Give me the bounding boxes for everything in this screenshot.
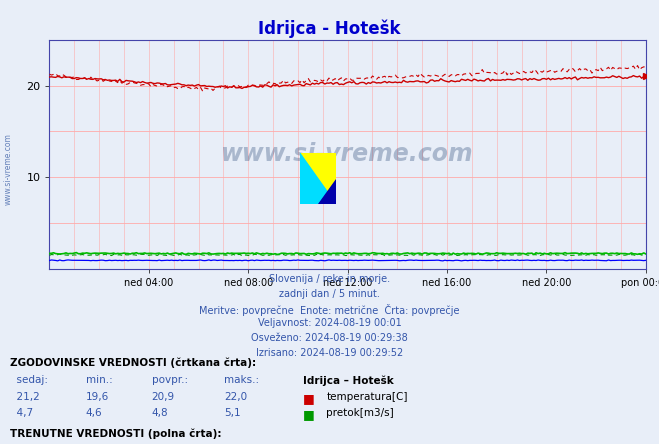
Text: 19,6: 19,6 (86, 392, 109, 402)
Text: www.si-vreme.com: www.si-vreme.com (4, 133, 13, 205)
Text: sedaj:: sedaj: (10, 375, 48, 385)
Text: ■: ■ (303, 392, 315, 405)
Text: 4,8: 4,8 (152, 408, 168, 418)
Polygon shape (300, 153, 336, 204)
Text: Osveženo: 2024-08-19 00:29:38: Osveženo: 2024-08-19 00:29:38 (251, 333, 408, 343)
Text: ZGODOVINSKE VREDNOSTI (črtkana črta):: ZGODOVINSKE VREDNOSTI (črtkana črta): (10, 357, 256, 368)
Text: Idrijca - Hotešk: Idrijca - Hotešk (258, 20, 401, 39)
Text: maks.:: maks.: (224, 375, 259, 385)
Text: Slovenija / reke in morje.: Slovenija / reke in morje. (269, 274, 390, 285)
Text: povpr.:: povpr.: (152, 375, 188, 385)
Text: Veljavnost: 2024-08-19 00:01: Veljavnost: 2024-08-19 00:01 (258, 318, 401, 329)
Text: min.:: min.: (86, 375, 113, 385)
Text: 4,6: 4,6 (86, 408, 102, 418)
Text: Izrisano: 2024-08-19 00:29:52: Izrisano: 2024-08-19 00:29:52 (256, 348, 403, 358)
Text: Meritve: povprečne  Enote: metrične  Črta: povprečje: Meritve: povprečne Enote: metrične Črta:… (199, 304, 460, 316)
Text: 21,2: 21,2 (10, 392, 40, 402)
Text: pretok[m3/s]: pretok[m3/s] (326, 408, 394, 418)
Text: www.si-vreme.com: www.si-vreme.com (221, 142, 474, 166)
Text: temperatura[C]: temperatura[C] (326, 392, 408, 402)
Text: 20,9: 20,9 (152, 392, 175, 402)
Polygon shape (300, 153, 336, 204)
Text: ■: ■ (303, 408, 315, 421)
Text: Idrijca – Hotešk: Idrijca – Hotešk (303, 375, 394, 386)
Text: zadnji dan / 5 minut.: zadnji dan / 5 minut. (279, 289, 380, 299)
Text: 4,7: 4,7 (10, 408, 33, 418)
Text: 5,1: 5,1 (224, 408, 241, 418)
Text: TRENUTNE VREDNOSTI (polna črta):: TRENUTNE VREDNOSTI (polna črta): (10, 428, 221, 439)
Polygon shape (318, 178, 336, 204)
Text: 22,0: 22,0 (224, 392, 247, 402)
